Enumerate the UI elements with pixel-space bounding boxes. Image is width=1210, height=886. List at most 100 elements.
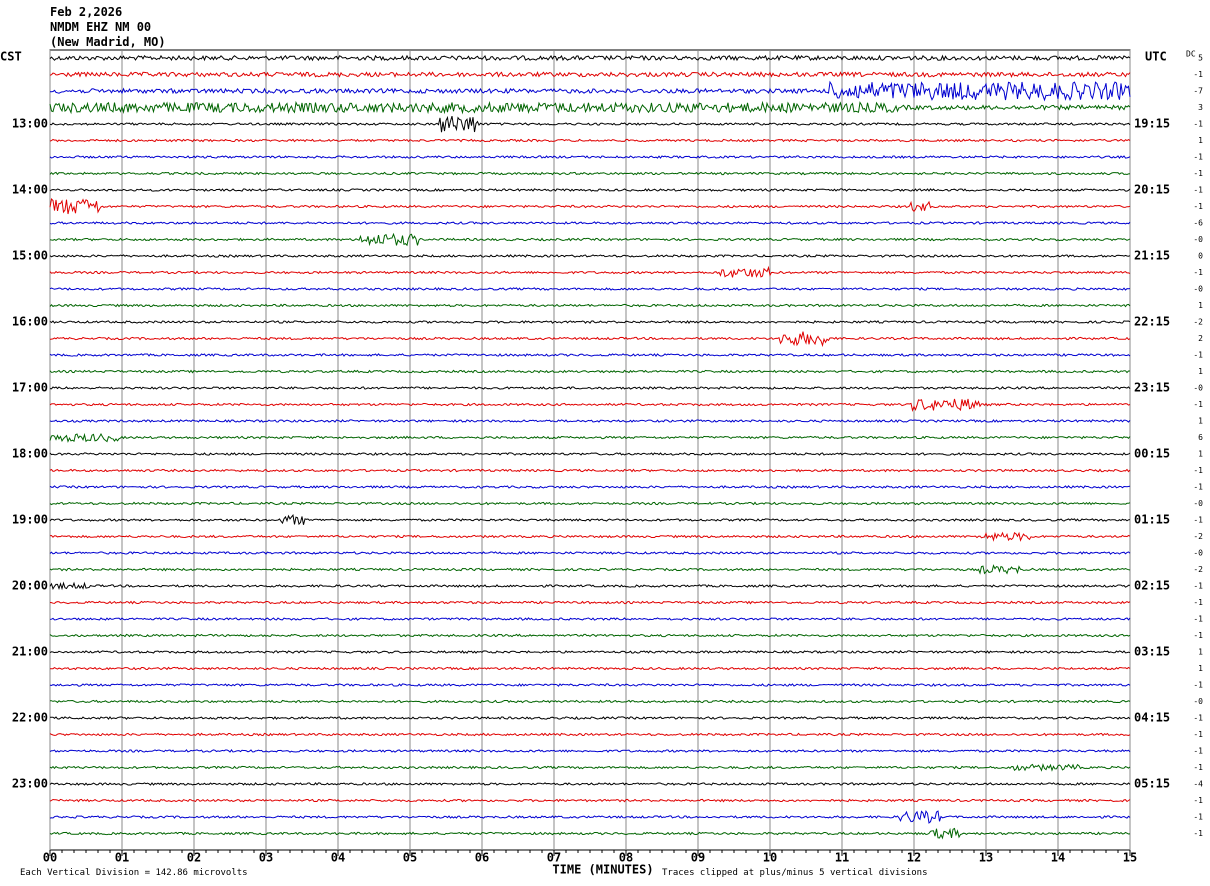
trace (49, 485, 1131, 489)
trace (49, 650, 1131, 654)
dc-value: -1 (1193, 582, 1203, 591)
right-time-label: 02:15 (1134, 579, 1170, 593)
plot-frame (49, 49, 1131, 851)
dc-value: 1 (1198, 417, 1203, 426)
dc-value: 1 (1198, 450, 1203, 459)
trace (49, 782, 1131, 786)
trace (49, 763, 1131, 772)
trace (49, 749, 1131, 753)
trace (49, 398, 1131, 412)
trace (49, 551, 1131, 555)
dc-value: 1 (1198, 648, 1203, 657)
header-date: Feb 2,2026 (50, 5, 122, 19)
header-station: NMDM EHZ NM 00 (50, 20, 151, 34)
trace (49, 254, 1131, 258)
trace (49, 809, 1131, 824)
dc-value: -1 (1193, 829, 1203, 838)
x-tick-label: 05 (403, 851, 417, 865)
left-time-label: 14:00 (12, 183, 48, 197)
trace (49, 188, 1131, 192)
trace (49, 514, 1131, 526)
dc-value: -0 (1193, 235, 1203, 244)
trace (49, 419, 1131, 423)
trace (49, 320, 1131, 324)
dc-value: -1 (1193, 120, 1203, 129)
dc-value: 5 (1198, 54, 1203, 63)
trace (49, 171, 1131, 176)
trace (49, 369, 1130, 374)
right-time-label: 22:15 (1134, 315, 1170, 329)
trace (49, 468, 1131, 473)
dc-value: -1 (1193, 813, 1203, 822)
trace (49, 100, 1131, 115)
left-time-label: 21:00 (12, 645, 48, 659)
trace (49, 732, 1131, 737)
trace (49, 386, 1131, 390)
left-time-label: 20:00 (12, 579, 48, 593)
trace (49, 71, 1131, 78)
x-tick-label: 15 (1123, 851, 1137, 865)
dc-value: -4 (1193, 780, 1203, 789)
dc-value: -1 (1193, 202, 1203, 211)
dc-value: -1 (1193, 268, 1203, 277)
dc-value: -1 (1193, 153, 1203, 162)
left-axis-title: CST (0, 50, 22, 64)
trace (49, 54, 1131, 62)
left-time-label: 17:00 (12, 381, 48, 395)
dc-value: 0 (1198, 252, 1203, 261)
dc-value: -7 (1193, 87, 1203, 96)
left-time-label: 22:00 (12, 711, 48, 725)
trace (49, 699, 1131, 704)
trace (49, 452, 1131, 456)
x-tick-label: 14 (1051, 851, 1065, 865)
trace (49, 353, 1131, 357)
dc-value: -1 (1193, 615, 1203, 624)
x-tick-label: 10 (763, 851, 777, 865)
dc-value: -1 (1193, 351, 1203, 360)
header-location: (New Madrid, MO) (50, 35, 166, 49)
left-time-label: 23:00 (12, 777, 48, 791)
dc-value: -1 (1193, 516, 1203, 525)
dc-value: 1 (1198, 301, 1203, 310)
dc-value: -2 (1193, 565, 1203, 574)
left-time-label: 19:00 (12, 513, 48, 527)
x-tick-label: 08 (619, 851, 633, 865)
dc-value: -1 (1193, 763, 1203, 772)
dc-value: -1 (1193, 186, 1203, 195)
x-tick-label: 12 (907, 851, 921, 865)
trace (49, 331, 1131, 348)
x-tick-label: 06 (475, 851, 489, 865)
right-time-label: 00:15 (1134, 447, 1170, 461)
right-time-label: 23:15 (1134, 381, 1170, 395)
right-time-label: 04:15 (1134, 711, 1170, 725)
right-time-label: 20:15 (1134, 183, 1170, 197)
trace (49, 827, 1131, 840)
right-time-label: 19:15 (1134, 117, 1170, 131)
dc-value: -0 (1193, 384, 1203, 393)
x-tick-label: 03 (259, 851, 273, 865)
trace (49, 221, 1131, 225)
dc-value: -1 (1193, 747, 1203, 756)
dc-value: -1 (1193, 70, 1203, 79)
trace (49, 581, 1130, 591)
x-tick-label: 09 (691, 851, 705, 865)
dc-value: -1 (1193, 400, 1203, 409)
x-tick-label: 04 (331, 851, 345, 865)
trace (49, 798, 1131, 803)
trace (49, 303, 1131, 308)
dc-value: -1 (1193, 466, 1203, 475)
dc-value: -0 (1193, 499, 1203, 508)
trace (49, 600, 1131, 605)
x-tick-label: 02 (187, 851, 201, 865)
right-time-label: 05:15 (1134, 777, 1170, 791)
dc-value: -1 (1193, 681, 1203, 690)
left-time-label: 13:00 (12, 117, 48, 131)
dc-value: -0 (1193, 549, 1203, 558)
scale-note: Each Vertical Division = 142.86 microvol… (20, 868, 248, 878)
x-tick-label: 13 (979, 851, 993, 865)
dc-value: -0 (1193, 285, 1203, 294)
dc-value: 3 (1198, 103, 1203, 112)
dc-value: -2 (1193, 532, 1203, 541)
trace (49, 155, 1131, 159)
